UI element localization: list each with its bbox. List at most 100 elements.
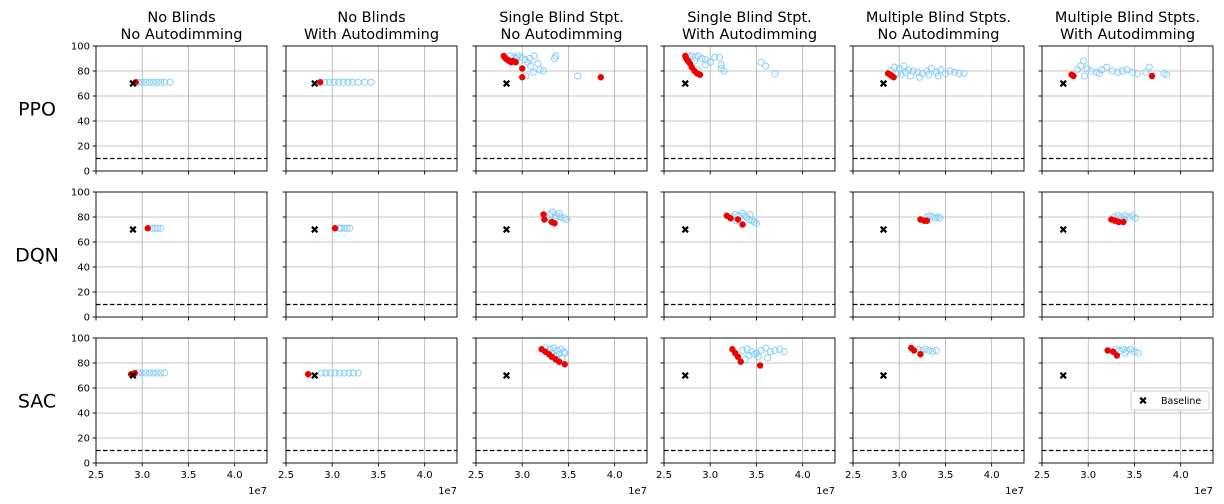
cloud-point: [166, 78, 174, 86]
axes-frame: [1041, 191, 1214, 318]
cloud-point: [752, 219, 761, 227]
cloud-point: [771, 346, 779, 355]
cloud-point: [893, 69, 901, 78]
baseline-point: [879, 79, 888, 88]
panel: 0 20 40 60 80 100 2.5 3.0 3.5 4.0 1e7: [71, 334, 268, 497]
cloud-point: [529, 68, 537, 76]
cloud-point: [1141, 68, 1150, 76]
cloud-point: [698, 54, 706, 63]
cloud-point: [1127, 345, 1135, 353]
highlight-point: [737, 358, 744, 365]
y-tick-label: 0: [84, 313, 90, 324]
cloud-point: [340, 224, 348, 232]
x-offset-label: 1e7: [1005, 486, 1024, 497]
axes-frame: [475, 45, 648, 172]
cloud-point: [763, 354, 772, 362]
cloud-point: [1133, 69, 1141, 78]
cloud-point: [757, 58, 765, 66]
highlight-point: [923, 217, 931, 224]
cloud-point: [1095, 69, 1103, 78]
x-offset-label: 1e7: [628, 486, 647, 497]
column-title-line: No Autodimming: [878, 27, 1000, 43]
cloud-point: [151, 224, 159, 232]
cloud-point: [517, 53, 525, 61]
cloud-point: [694, 52, 702, 60]
panel: 0 20 40 60 80 100: [71, 42, 268, 178]
cloud-point: [925, 71, 933, 79]
cloud-point: [1145, 63, 1153, 71]
x-tick-label: 2.5: [1034, 470, 1050, 481]
axes-frame: [663, 337, 836, 464]
cloud-point: [138, 78, 146, 86]
cloud-point: [915, 73, 924, 81]
x-tick-label: 4.0: [417, 470, 433, 481]
panel: [1038, 191, 1214, 321]
y-tick-label: 80: [77, 213, 90, 224]
y-tick-label: 100: [71, 188, 90, 199]
highlight-point: [739, 221, 746, 228]
highlight-point: [519, 65, 526, 72]
cloud-point: [157, 224, 165, 232]
panel: 2.5 3.0 3.5 4.0 1e7: [656, 337, 836, 497]
baseline-point: [129, 371, 137, 380]
cloud-point: [762, 62, 770, 70]
column-title-line: Multiple Blind Stpts.: [1055, 10, 1200, 26]
cloud-point: [1119, 345, 1127, 353]
panel: [282, 45, 458, 175]
baseline-point: [879, 371, 888, 380]
baseline-point: [502, 225, 511, 234]
cloud-point: [142, 78, 150, 86]
axes-frame: [663, 45, 836, 172]
cloud-point: [960, 69, 968, 78]
cloud-point: [715, 53, 724, 61]
cloud-point: [574, 72, 582, 80]
axes-frame: [475, 191, 648, 318]
y-tick-label: 0: [84, 459, 90, 470]
highlight-point: [512, 59, 519, 66]
y-tick-label: 80: [77, 359, 90, 370]
panel: [1038, 45, 1214, 175]
cloud-point: [562, 215, 571, 224]
highlight-point: [734, 216, 742, 223]
y-tick-label: 40: [77, 409, 90, 420]
cloud-point: [900, 62, 908, 70]
cloud-point: [346, 224, 354, 232]
cloud-point: [556, 213, 564, 221]
x-tick-label: 4.0: [607, 470, 623, 481]
highlight-point: [1070, 72, 1077, 80]
highlight-point: [696, 71, 704, 78]
cloud-point: [153, 369, 161, 377]
baseline-point: [681, 225, 689, 234]
baseline-point: [129, 79, 137, 88]
axes-frame: [285, 45, 458, 172]
axes-frame: [1041, 337, 1214, 464]
highlight-point: [541, 216, 548, 223]
axes-frame: [852, 191, 1025, 318]
y-tick-label: 40: [77, 117, 90, 128]
x-offset-label: 1e7: [816, 486, 835, 497]
axes-frame: [95, 191, 268, 318]
axes-frame: [852, 45, 1025, 172]
baseline-point: [311, 371, 319, 380]
column-title-line: No Autodimming: [121, 27, 243, 43]
x-tick-label: 2.5: [845, 470, 861, 481]
highlight-point: [331, 225, 339, 232]
x-tick-label: 3.0: [134, 470, 150, 481]
cloud-point: [146, 78, 154, 86]
cloud-point: [154, 224, 162, 232]
cloud-point: [142, 369, 150, 377]
cloud-point: [326, 369, 334, 377]
highlight-point: [727, 215, 734, 222]
cloud-point: [1128, 68, 1137, 76]
panel: 2.5 3.0 3.5 4.0 1e7: [278, 337, 458, 497]
axes-frame: [95, 45, 268, 172]
cloud-point: [955, 69, 963, 78]
baseline-point: [502, 79, 511, 88]
cloud-point: [160, 78, 168, 86]
axes-frame: [475, 337, 648, 464]
cloud-point: [530, 52, 538, 60]
cloud-point: [1103, 63, 1111, 71]
panels: 0 20 40 60 80 100 0 20 40 60 80 100 0 20 40 60 80 100 2.5 3…: [71, 42, 1214, 497]
panel: 2.5 3.0 3.5 4.0 1e7: [468, 337, 648, 497]
